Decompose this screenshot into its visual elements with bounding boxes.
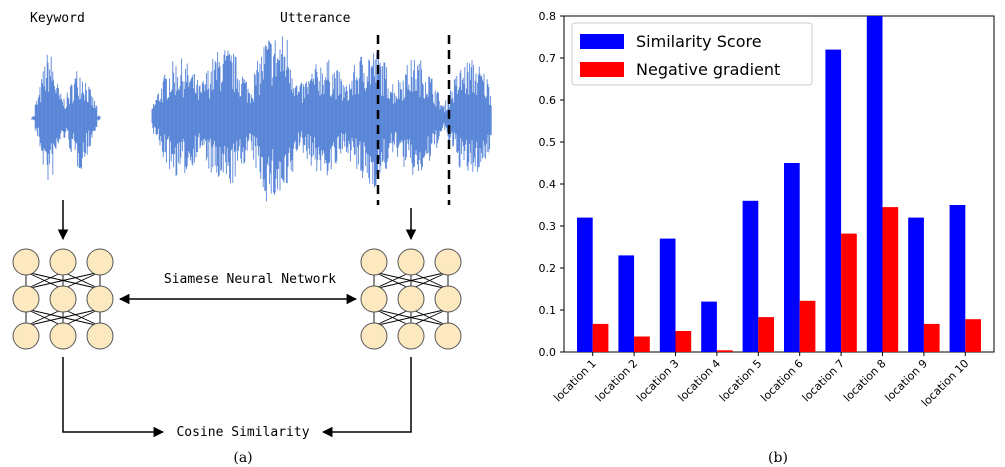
net-connection — [373, 271, 449, 290]
right-neural-network — [360, 248, 462, 350]
bar-negative-gradient — [716, 350, 733, 352]
neuron-node — [434, 285, 462, 313]
neuron-node — [397, 285, 425, 313]
y-tick-label: 0.6 — [539, 94, 557, 107]
bar-similarity-score — [908, 217, 924, 352]
neuron-node — [12, 285, 40, 313]
bar-similarity-score — [866, 16, 883, 352]
neuron-node — [12, 248, 40, 276]
neuron-node — [86, 322, 114, 350]
bar-negative-gradient — [758, 317, 774, 352]
y-tick-label: 0.4 — [539, 178, 557, 191]
caption-b: (b) — [768, 450, 788, 466]
bar-similarity-score — [577, 217, 593, 352]
x-tick-label: location 4 — [676, 357, 723, 404]
bar-similarity-score — [784, 163, 800, 352]
x-tick-label: location 1 — [551, 357, 598, 404]
bar-negative-gradient — [882, 207, 899, 352]
bar-negative-gradient — [841, 233, 857, 352]
bar-negative-gradient — [923, 323, 940, 352]
legend-label: Similarity Score — [636, 32, 762, 51]
net-connection — [62, 308, 101, 327]
legend-label: Negative gradient — [636, 60, 780, 79]
panel-a: Keyword Utterance Siamese Neural Network… — [12, 11, 492, 466]
keyword-label: Keyword — [30, 11, 85, 26]
bar-negative-gradient — [799, 300, 816, 352]
neuron-node — [49, 285, 77, 313]
utterance-waveform — [151, 36, 492, 202]
y-tick-label: 0.7 — [539, 52, 557, 65]
cosine-similarity-label: Cosine Similarity — [176, 425, 309, 440]
y-tick-label: 0.5 — [539, 136, 557, 149]
net-connection — [373, 308, 449, 327]
legend: Similarity Score Negative gradient — [571, 22, 813, 86]
neuron-node — [86, 285, 114, 313]
net-connection — [410, 308, 449, 327]
bar-negative-gradient — [634, 336, 650, 352]
panel-b-bar-chart: 0.00.10.20.30.40.50.60.70.8 location 1lo… — [539, 10, 995, 466]
neuron-node — [49, 248, 77, 276]
y-axis: 0.0 0.1 0.2 0.3 0.4 0.5 0.6 0.7 0.8 — [539, 10, 564, 359]
x-tick-label: location 2 — [593, 357, 640, 404]
bar-negative-gradient — [675, 331, 692, 352]
neuron-node — [360, 285, 388, 313]
y-tick-label: 0.3 — [539, 220, 557, 233]
x-tick-label: location 3 — [634, 357, 681, 404]
x-tick-label: location 5 — [717, 357, 764, 404]
neuron-node — [434, 322, 462, 350]
utterance-label: Utterance — [280, 11, 351, 26]
neuron-node — [397, 248, 425, 276]
net-connection — [410, 271, 449, 290]
left-cosine-connector — [62, 357, 165, 438]
right-cosine-connector — [321, 357, 412, 438]
neuron-node — [434, 248, 462, 276]
x-tick-label: location 7 — [800, 357, 847, 404]
bar-similarity-score — [701, 301, 717, 352]
bar-negative-gradient — [592, 323, 609, 352]
neuron-node — [86, 248, 114, 276]
net-connection — [62, 271, 101, 290]
bar-similarity-score — [742, 200, 759, 352]
keyword-waveform — [31, 54, 101, 180]
legend-swatch — [580, 34, 624, 49]
y-tick-label: 0.2 — [539, 262, 557, 275]
neuron-node — [360, 322, 388, 350]
net-connection — [25, 308, 64, 327]
y-tick-label: 0.1 — [539, 304, 557, 317]
bar-negative-gradient — [965, 319, 981, 352]
net-connection — [373, 271, 412, 290]
net-connection — [25, 308, 101, 327]
bar-similarity-score — [659, 238, 676, 352]
net-connection — [25, 271, 64, 290]
neuron-node — [360, 248, 388, 276]
neuron-node — [49, 322, 77, 350]
neuron-node — [12, 322, 40, 350]
bar-similarity-score — [949, 205, 966, 352]
caption-a: (a) — [233, 450, 252, 466]
siamese-label: Siamese Neural Network — [164, 272, 336, 287]
y-tick-label: 0.8 — [539, 10, 557, 23]
legend-box — [571, 22, 813, 86]
left-neural-network — [12, 248, 114, 350]
net-connection — [25, 271, 101, 290]
bar-similarity-score — [618, 255, 635, 352]
neuron-node — [397, 322, 425, 350]
x-tick-label: location 6 — [758, 357, 805, 404]
bar-similarity-score — [825, 49, 842, 352]
legend-swatch — [580, 62, 624, 77]
net-connection — [373, 308, 412, 327]
y-tick-label: 0.0 — [539, 346, 557, 359]
bars — [577, 16, 981, 352]
x-tick-label: location 8 — [841, 357, 888, 404]
